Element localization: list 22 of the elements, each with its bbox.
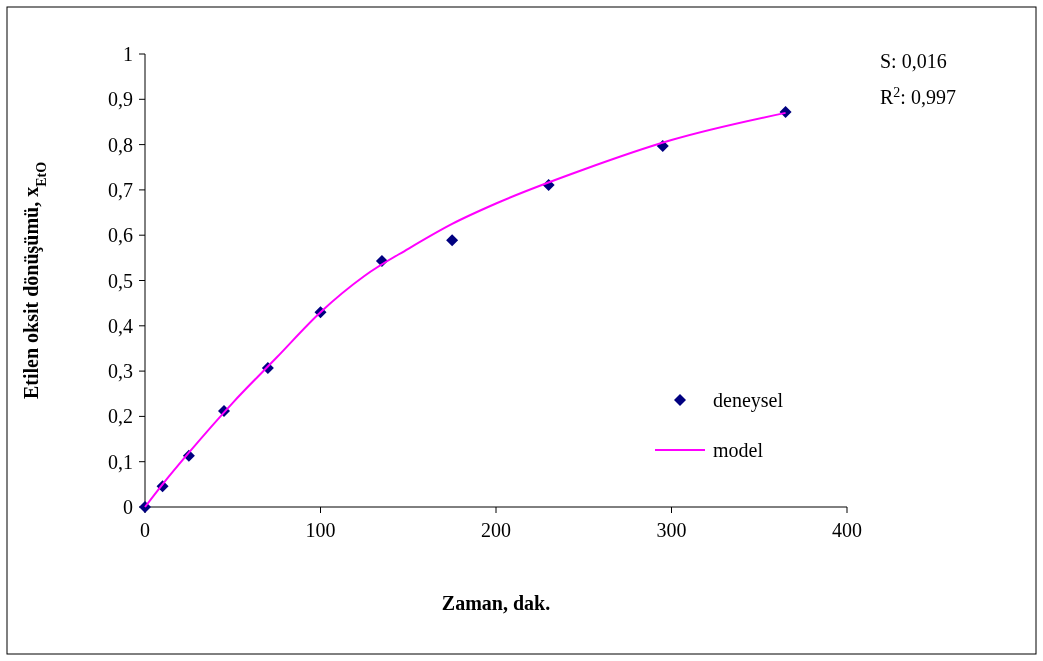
x-axis-title: Zaman, dak. <box>441 592 551 614</box>
y-tick-label: 0,6 <box>108 224 133 247</box>
x-tick-label: 200 <box>481 519 511 541</box>
x-tick-label: 300 <box>656 519 687 541</box>
text: R$^{2}$: 0,997 <box>880 84 956 108</box>
y-tick-label: 0,4 <box>108 314 133 337</box>
y-tick-label: 0 <box>123 496 133 518</box>
y-tick-label: 0,1 <box>108 450 133 473</box>
text: S: 0,016 <box>880 50 947 72</box>
y-tick-label: 0,9 <box>108 88 133 111</box>
y-tick-label: 0,3 <box>108 360 133 383</box>
point <box>446 234 459 247</box>
y-tick-label: 0,7 <box>108 178 133 201</box>
x-tick-label: 100 <box>305 519 336 541</box>
legend-label: model <box>713 439 764 461</box>
y-tick-label: 0,8 <box>108 133 133 156</box>
legend-label: deneysel <box>713 389 784 412</box>
y-tick-label: 0,2 <box>108 405 133 428</box>
y-tick-label: 1 <box>123 43 133 65</box>
y-tick-label: 0,5 <box>108 269 133 292</box>
x-tick-label: 400 <box>832 519 862 541</box>
x-tick-label: 0 <box>140 519 150 541</box>
